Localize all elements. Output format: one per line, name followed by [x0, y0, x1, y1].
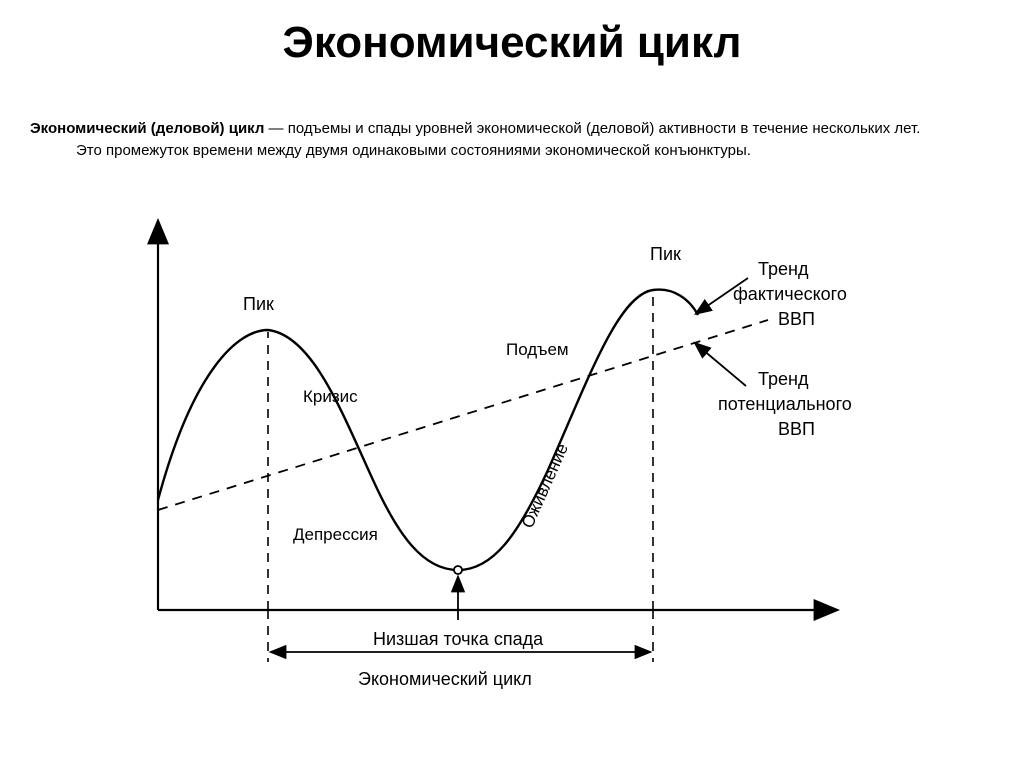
economic-cycle-chart: Пик Пик Кризис Депрессия Подъем Оживление Низш… [98, 200, 918, 680]
definition-lead: Экономический (деловой) цикл [30, 120, 264, 137]
label-trend_pot_l1: Тренд [758, 369, 809, 389]
page-title: Экономический цикл [0, 18, 1024, 68]
label-trend_actual_l2: фактического [733, 284, 847, 304]
label-trend_pot_l2: потенциального [718, 394, 852, 414]
label-peak2: Пик [650, 244, 681, 264]
trough-point-marker [454, 566, 462, 574]
label-trend_pot_l3: ВВП [778, 419, 815, 439]
label-rise: Подъем [506, 340, 569, 359]
actual-gdp-cycle-curve [158, 290, 698, 570]
label-cycle: Экономический цикл [358, 669, 532, 689]
label-peak1: Пик [243, 294, 274, 314]
label-trend_actual_l3: ВВП [778, 309, 815, 329]
label-depress: Депрессия [293, 525, 378, 544]
label-crisis: Кризис [303, 387, 358, 406]
pointer-potential-gdp [696, 344, 746, 386]
definition-block: Экономический (деловой) цикл — подъемы и… [30, 118, 994, 162]
definition-tail: подъемы и спады уровней экономической (д… [288, 120, 921, 137]
definition-line2: Это промежуток времени между двумя одина… [30, 140, 751, 162]
label-trough: Низшая точка спада [373, 629, 544, 649]
label-trend_actual_l1: Тренд [758, 259, 809, 279]
definition-sep: — [264, 120, 287, 137]
label-revive: Оживление [518, 441, 572, 531]
potential-gdp-trend-line [158, 320, 768, 510]
